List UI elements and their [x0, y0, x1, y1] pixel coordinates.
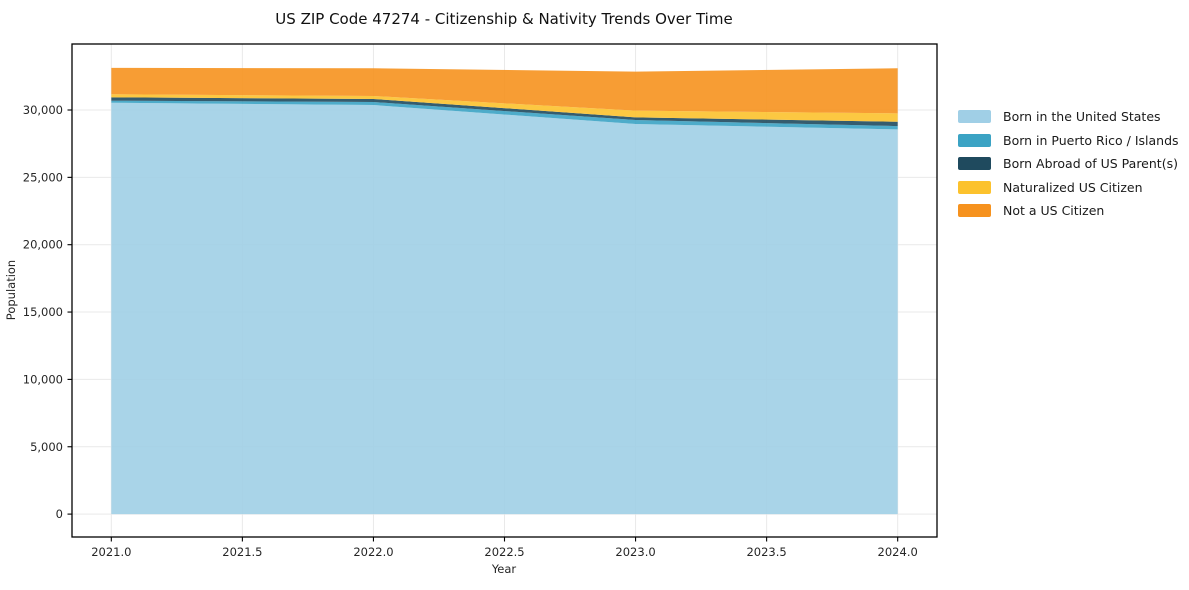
- legend-label: Born in Puerto Rico / Islands: [1003, 132, 1179, 148]
- y-axis-label: Population: [4, 260, 18, 320]
- legend-swatch: [958, 180, 991, 194]
- legend-item: Naturalized US Citizen: [958, 176, 1179, 200]
- axis-ticks: 2021.0 2021.5 2022.0 2022.5 2023.0 2023.5 2024…: [23, 103, 918, 559]
- y-tick-label: 15,000: [23, 305, 63, 319]
- y-tick-label: 5,000: [30, 440, 63, 454]
- legend-swatch: [958, 133, 991, 147]
- chart-title: US ZIP Code 47274 - Citizenship & Nativi…: [275, 10, 732, 28]
- legend-swatch: [958, 204, 991, 218]
- legend-label: Born Abroad of US Parent(s): [1003, 156, 1178, 172]
- legend-item: Born Abroad of US Parent(s): [958, 152, 1179, 176]
- x-tick-label: 2023.5: [746, 545, 786, 559]
- legend-item: Born in the United States: [958, 105, 1179, 129]
- x-tick-label: 2022.0: [353, 545, 393, 559]
- legend-label: Naturalized US Citizen: [1003, 179, 1143, 195]
- area-series: [111, 94, 898, 122]
- area-series: [111, 100, 898, 130]
- area-series: [111, 102, 898, 515]
- y-tick-label: 25,000: [23, 170, 63, 184]
- legend-swatch: [958, 110, 991, 124]
- y-tick-label: 0: [56, 507, 63, 521]
- chart-legend: Born in the United States Born in Puerto …: [958, 105, 1179, 223]
- y-tick-label: 20,000: [23, 238, 63, 252]
- legend-label: Born in the United States: [1003, 109, 1161, 125]
- legend-item: Born in Puerto Rico / Islands: [958, 129, 1179, 153]
- legend-label: Not a US Citizen: [1003, 203, 1105, 219]
- x-tick-label: 2021.0: [91, 545, 131, 559]
- x-tick-label: 2024.0: [878, 545, 918, 559]
- y-tick-label: 10,000: [23, 372, 63, 386]
- y-tick-label: 30,000: [23, 103, 63, 117]
- x-axis-label: Year: [491, 562, 517, 576]
- x-tick-label: 2022.5: [484, 545, 524, 559]
- legend-swatch: [958, 157, 991, 171]
- stacked-areas: [111, 67, 898, 515]
- x-tick-label: 2023.0: [615, 545, 655, 559]
- area-series: [111, 97, 898, 127]
- area-series: [111, 67, 898, 114]
- x-tick-label: 2021.5: [222, 545, 262, 559]
- legend-item: Not a US Citizen: [958, 199, 1179, 223]
